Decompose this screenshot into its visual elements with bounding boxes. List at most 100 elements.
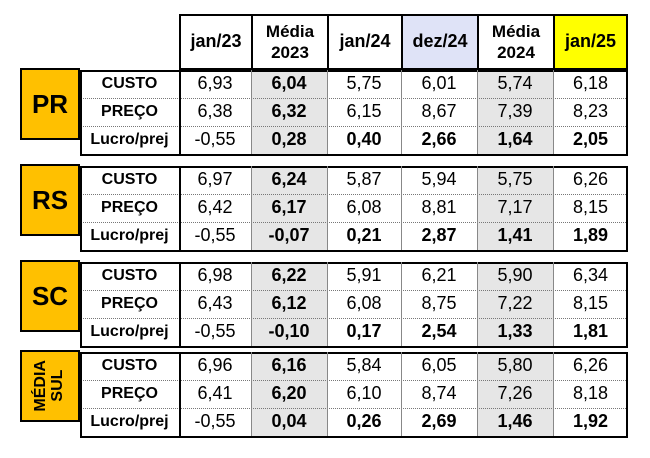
data-cell: 6,21 <box>421 265 457 286</box>
data-cell: 0,40 <box>346 129 382 150</box>
data-cell: 8,23 <box>572 101 609 122</box>
data-cell: 6,04 <box>271 73 307 94</box>
data-cell: 1,46 <box>497 411 533 432</box>
data-cell: 5,94 <box>421 169 457 190</box>
data-cell: 6,17 <box>271 197 307 218</box>
column-divider <box>553 70 554 154</box>
column-divider <box>477 262 478 346</box>
column-header: jan/23 <box>179 14 253 70</box>
group-border <box>80 166 628 252</box>
column-header: jan/25 <box>553 14 628 70</box>
data-cell: 6,20 <box>271 383 307 404</box>
data-cell: 2,87 <box>421 225 457 246</box>
column-header-line: 2023 <box>271 43 309 62</box>
column-divider <box>327 166 328 250</box>
column-divider <box>179 166 181 250</box>
data-cell: 8,74 <box>421 383 457 404</box>
data-cell: 8,67 <box>421 101 457 122</box>
data-cell: 5,80 <box>497 355 533 376</box>
group-border <box>80 70 628 156</box>
data-cell: 2,05 <box>572 129 609 150</box>
data-cell: 6,42 <box>197 197 233 218</box>
data-cell: 5,74 <box>497 73 533 94</box>
row-label: PREÇO <box>101 199 158 217</box>
column-header: Média 2024 <box>477 14 555 70</box>
column-divider <box>553 166 554 250</box>
data-cell: 6,93 <box>197 73 233 94</box>
data-cell: 6,34 <box>572 265 609 286</box>
data-cell: 0,26 <box>346 411 382 432</box>
column-header: dez/24 <box>401 14 479 70</box>
data-cell: 8,75 <box>421 293 457 314</box>
data-cell: -0,55 <box>194 411 236 432</box>
data-cell: 1,89 <box>572 225 609 246</box>
row-label: CUSTO <box>101 267 158 285</box>
column-divider <box>401 70 402 154</box>
data-cell: 1,33 <box>497 321 533 342</box>
data-cell: -0,55 <box>194 321 236 342</box>
data-cell: 6,16 <box>271 355 307 376</box>
data-cell: 6,41 <box>197 383 233 404</box>
group-border <box>80 352 628 438</box>
row-label: PREÇO <box>101 385 158 403</box>
data-cell: 6,26 <box>572 355 609 376</box>
media-column-bg <box>477 70 553 154</box>
data-cell: 0,04 <box>271 411 307 432</box>
data-cell: 6,15 <box>346 101 382 122</box>
data-cell: 6,26 <box>572 169 609 190</box>
row-divider <box>80 126 628 127</box>
data-cell: 6,97 <box>197 169 233 190</box>
column-header-line: Média <box>491 21 541 41</box>
media-column-bg <box>477 262 553 346</box>
data-cell: 7,26 <box>497 383 533 404</box>
column-divider <box>179 70 181 154</box>
row-divider <box>80 290 628 291</box>
row-label: CUSTO <box>101 75 158 93</box>
data-cell: 2,69 <box>421 411 457 432</box>
row-label: PREÇO <box>101 103 158 121</box>
media-column-bg <box>477 352 553 436</box>
column-header-line: Média <box>265 21 315 41</box>
data-cell: 6,38 <box>197 101 233 122</box>
data-cell: 5,90 <box>497 265 533 286</box>
row-label: CUSTO <box>101 357 158 375</box>
data-cell: 0,28 <box>271 129 307 150</box>
data-cell: 6,24 <box>271 169 307 190</box>
data-cell: 8,15 <box>572 197 609 218</box>
data-cell: 6,22 <box>271 265 307 286</box>
media-column-bg <box>251 262 327 346</box>
column-divider <box>401 352 402 436</box>
row-label: Lucro/prej <box>90 413 169 431</box>
data-cell: 6,98 <box>197 265 233 286</box>
column-divider <box>327 70 328 154</box>
data-cell: 0,17 <box>346 321 382 342</box>
state-label-text: MÉDIA SUL <box>32 360 66 412</box>
row-divider <box>80 408 628 409</box>
column-divider <box>327 262 328 346</box>
data-cell: 1,81 <box>572 321 609 342</box>
row-divider <box>80 380 628 381</box>
data-cell: 6,08 <box>346 293 382 314</box>
state-label: RS <box>20 164 80 236</box>
column-divider <box>553 352 554 436</box>
column-divider <box>477 352 478 436</box>
row-label: Lucro/prej <box>90 227 169 245</box>
column-divider <box>401 166 402 250</box>
data-cell: -0,55 <box>194 129 236 150</box>
data-cell: 6,01 <box>421 73 457 94</box>
data-cell: 6,05 <box>421 355 457 376</box>
data-cell: 6,10 <box>346 383 382 404</box>
column-divider <box>179 262 181 346</box>
data-cell: -0,55 <box>194 225 236 246</box>
row-label: Lucro/prej <box>90 323 169 341</box>
data-cell: 6,43 <box>197 293 233 314</box>
column-divider <box>251 262 252 346</box>
column-divider <box>251 352 252 436</box>
data-cell: 1,64 <box>497 129 533 150</box>
column-divider <box>401 262 402 346</box>
data-cell: 6,18 <box>572 73 609 94</box>
row-label: CUSTO <box>101 171 158 189</box>
data-cell: 8,18 <box>572 383 609 404</box>
data-cell: -0,07 <box>268 225 310 246</box>
data-cell: 8,81 <box>421 197 457 218</box>
